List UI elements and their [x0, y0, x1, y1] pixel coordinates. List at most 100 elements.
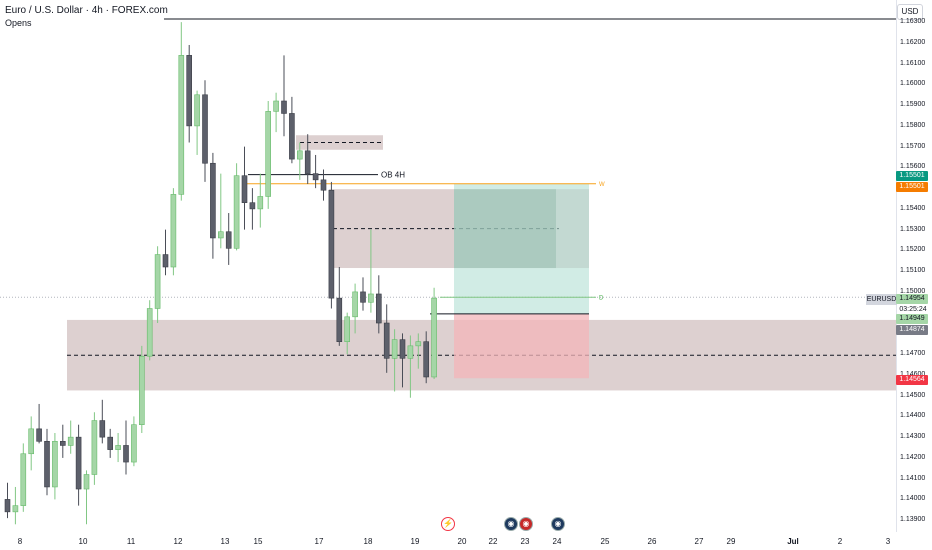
date-tick-label: 11: [126, 537, 136, 546]
candle-body: [265, 111, 272, 197]
stop-zone: [454, 313, 589, 379]
price-tick-label: 1.15200: [900, 246, 926, 254]
chart-title: Euro / U.S. Dollar · 4h · FOREX.com: [5, 5, 168, 16]
date-tick-label: 18: [363, 537, 373, 546]
date-tick-label: 2: [837, 537, 843, 546]
date-tick-label: 19: [410, 537, 420, 546]
candle-body: [178, 55, 185, 195]
candle-body: [320, 179, 327, 191]
date-tick-label: 17: [314, 537, 324, 546]
date-tick-label: 12: [173, 537, 183, 546]
candle-body: [44, 440, 50, 488]
candle-body: [20, 453, 27, 506]
price-tick-label: 1.16300: [900, 18, 926, 25]
price-tick-label: 1.16100: [900, 59, 926, 67]
candle-body: [28, 428, 35, 455]
candlestick-chart[interactable]: OB 4H W D: [0, 0, 896, 532]
price-tick-label: 1.16200: [900, 38, 926, 46]
weekly-label: W: [599, 182, 605, 188]
date-tick-label: 23: [520, 537, 530, 546]
price-tick-label: 1.15100: [900, 267, 926, 274]
candle-body: [67, 436, 74, 446]
candle-body: [368, 293, 374, 303]
lightning-icon[interactable]: ⚡: [441, 517, 455, 531]
entry-tag: 1.14949: [896, 314, 928, 324]
price-tick-label: 1.15700: [900, 142, 926, 150]
candle-body: [146, 308, 153, 357]
daily-label: D: [599, 295, 604, 301]
price-tick-label: 1.15900: [900, 101, 926, 108]
overlap-zone: [454, 189, 556, 269]
date-tick-label: Jul: [787, 537, 799, 546]
price-tick-label: 1.14200: [900, 453, 926, 461]
zone-upper-supply: [296, 135, 383, 150]
countdown-tag: 03:25:24: [897, 305, 929, 314]
candle-body: [383, 322, 390, 359]
us-flag-icon[interactable]: ◉: [519, 517, 533, 531]
open-tag: 1.14874: [896, 325, 928, 335]
stop-tag: 1.14564: [896, 375, 928, 385]
date-tick-label: 3: [885, 537, 891, 546]
price-tick-label: 1.14400: [900, 412, 926, 420]
ob-4h-label: OB 4H: [381, 171, 405, 180]
candle-body: [139, 355, 145, 426]
date-tick-label: 29: [726, 537, 736, 546]
price-tick-label: 1.15300: [900, 225, 926, 233]
date-tick-label: 25: [600, 537, 610, 546]
price-tick-label: 1.14300: [900, 433, 926, 440]
candle-body: [225, 231, 232, 249]
price-tick-label: 1.14000: [900, 495, 926, 503]
candle-body: [36, 428, 42, 442]
candle-body: [75, 436, 82, 490]
price-tick-label: 1.15000: [900, 287, 926, 295]
candle-body: [415, 341, 422, 347]
price-tick-label: 1.13900: [900, 516, 926, 523]
candle-body: [296, 150, 303, 160]
candle-body: [249, 202, 256, 210]
candle-body: [107, 436, 113, 450]
date-tick-label: 13: [220, 537, 230, 546]
candle-body: [289, 113, 295, 160]
symbol-tag: EURUSD: [866, 294, 897, 305]
candle-body: [399, 339, 406, 359]
date-tick-label: 20: [457, 537, 467, 546]
price-tick-label: 1.14600: [900, 371, 925, 378]
price-tick-label: 1.16000: [900, 80, 926, 88]
candle-body: [210, 162, 216, 239]
currency-button[interactable]: USD: [897, 4, 923, 20]
candle-body: [123, 445, 129, 463]
price-tick-label: 1.14500: [900, 391, 926, 399]
price-tick-label: 1.14100: [900, 474, 926, 482]
candle-body: [52, 440, 58, 488]
date-tick-label: 27: [694, 537, 704, 546]
candle-body: [194, 94, 200, 127]
candle-body: [131, 424, 137, 463]
candle-body: [431, 297, 437, 378]
candle-body: [12, 505, 19, 513]
us-flag-icon[interactable]: ◉: [504, 517, 518, 531]
candle-body: [407, 345, 414, 359]
candle-body: [328, 189, 335, 299]
tp-tag-green: 1.15501: [896, 171, 928, 181]
target-zone: [454, 183, 589, 314]
candle-body: [312, 173, 319, 181]
candle-body: [241, 175, 248, 203]
indicator-label[interactable]: Opens: [5, 18, 32, 28]
candle-body: [154, 254, 161, 309]
eu-flag-icon[interactable]: ◉: [551, 517, 565, 531]
candle-body: [170, 194, 177, 268]
candle-body: [115, 445, 121, 450]
price-axis[interactable]: [896, 0, 932, 532]
candle-body: [304, 150, 311, 174]
candle-body: [59, 440, 66, 446]
candle-body: [352, 291, 358, 318]
candle-body: [375, 293, 382, 324]
candle-body: [233, 175, 240, 249]
tp-tag-orange: 1.15501: [896, 182, 928, 192]
candle-body: [91, 420, 98, 475]
candle-body: [344, 316, 351, 342]
candle-body: [257, 196, 264, 210]
candle-body: [218, 231, 224, 239]
candle-body: [360, 291, 366, 303]
